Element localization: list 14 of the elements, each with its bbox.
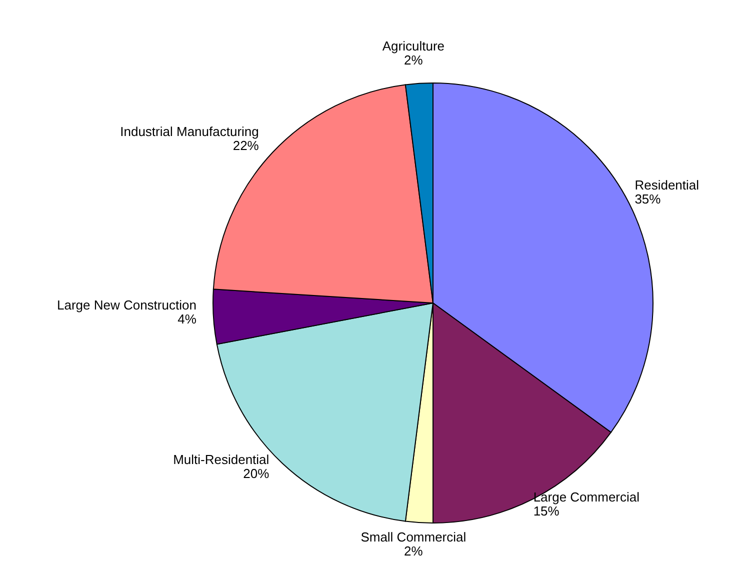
data-label: 4% <box>178 312 197 327</box>
data-label: 15% <box>533 504 560 519</box>
slice-label: Large Commercial <box>533 490 640 505</box>
data-label: 35% <box>634 192 662 207</box>
data-label: 2% <box>404 52 424 68</box>
slice-label: Agriculture <box>382 38 445 54</box>
data-label: 22% <box>232 138 260 154</box>
slice-label: Residential <box>634 178 700 193</box>
slice-label: Multi-Residential <box>173 452 270 468</box>
data-label: 2% <box>404 544 424 559</box>
slice-label: Large New Construction <box>56 298 196 313</box>
data-label: 20% <box>243 466 270 482</box>
slice-label: Small Commercial <box>360 530 466 545</box>
slice-label: Industrial Manufacturing <box>120 124 259 140</box>
